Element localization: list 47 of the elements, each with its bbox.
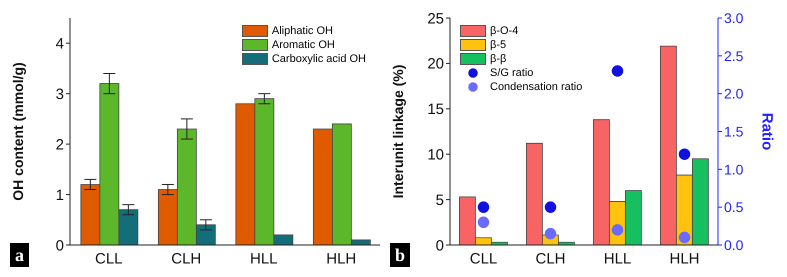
x-tick-label: HLL <box>604 250 632 268</box>
y-axis-title: OH content (mmol/g) <box>10 62 26 201</box>
legend-label: S/G ratio <box>490 66 534 80</box>
y-tick-label: 0 <box>56 237 64 254</box>
point <box>678 232 690 244</box>
point <box>678 148 690 160</box>
x-tick-label: HLH <box>669 250 700 268</box>
point <box>612 224 624 236</box>
legend-label: β-5 <box>490 38 506 52</box>
text: a <box>10 243 29 267</box>
y-tick-label: 4 <box>56 36 64 53</box>
legend-label: Carboxylic acid OH <box>272 52 366 66</box>
y2-axis-title: Ratio <box>758 112 776 150</box>
point <box>612 65 624 77</box>
y2-tick-label: 1.0 <box>724 161 744 178</box>
point <box>544 201 556 213</box>
text: b <box>390 243 410 267</box>
y-tick-label: 3 <box>56 86 64 103</box>
x-tick-label: CLL <box>470 250 498 268</box>
x-tick-label: HLH <box>326 250 356 268</box>
x-tick-label: CLL <box>94 250 123 268</box>
y-tick-label: 10 <box>427 146 444 164</box>
y2-tick-label: 0.5 <box>724 199 744 216</box>
legend-label: Aliphatic OH <box>272 24 333 38</box>
legend-label: Aromatic OH <box>272 38 335 52</box>
y2-tick-label: 0.0 <box>724 236 744 253</box>
y2-tick-label: 1.5 <box>724 123 744 140</box>
y-tick-label: 20 <box>427 56 444 73</box>
x-tick-label: CLH <box>535 250 566 268</box>
point <box>478 216 490 228</box>
y-tick-label: 25 <box>427 10 444 28</box>
y-tick-label: 0 <box>436 237 444 254</box>
point <box>544 228 556 240</box>
y2-tick-label: 2.0 <box>724 86 744 102</box>
x-tick-label: CLH <box>171 250 202 268</box>
legend-label: Condensation ratio <box>490 80 582 94</box>
y-tick-label: 5 <box>436 192 444 209</box>
legend-label: β-O-4 <box>490 24 518 38</box>
point <box>478 201 490 213</box>
y2-tick-label: 2.5 <box>724 48 744 64</box>
y-tick-label: 15 <box>427 101 444 118</box>
y2-tick-label: 3.0 <box>724 10 744 26</box>
y-tick-label: 1 <box>56 186 64 204</box>
y-tick-label: 2 <box>56 136 64 154</box>
y-axis-title: Interunit linkage (%) <box>390 64 406 198</box>
x-tick-label: HLL <box>250 250 278 268</box>
legend-label: β-β <box>490 52 506 66</box>
